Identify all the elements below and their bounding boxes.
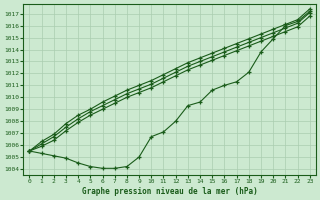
X-axis label: Graphe pression niveau de la mer (hPa): Graphe pression niveau de la mer (hPa)	[82, 187, 258, 196]
